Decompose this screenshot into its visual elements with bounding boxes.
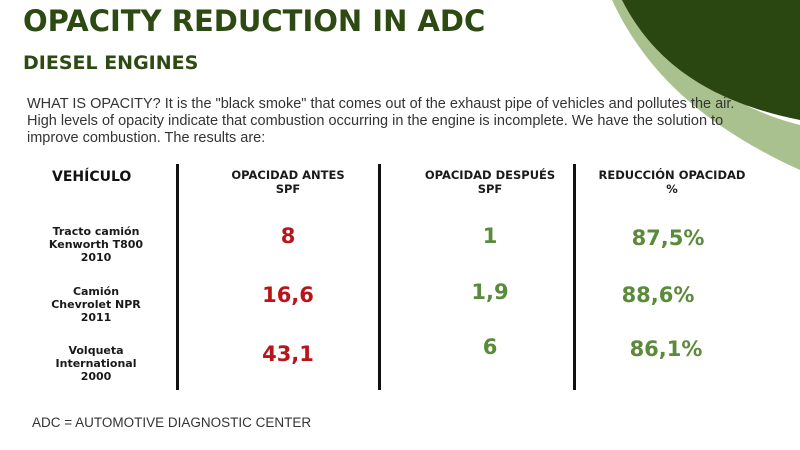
vehicle-label: Volqueta International 2000 (31, 344, 161, 383)
opacity-reduction-value: 88,6% (621, 283, 695, 307)
opacity-reduction-value: 87,5% (631, 226, 705, 250)
opacity-before-value: 43,1 (262, 342, 314, 366)
vehicle-type: Tracto camión (52, 225, 140, 238)
before-column-header: OPACIDAD ANTES SPF (208, 168, 368, 196)
dark-green-swoosh (622, 0, 800, 120)
vehicle-label: Camión Chevrolet NPR 2011 (31, 285, 161, 324)
footnote: ADC = AUTOMOTIVE DIAGNOSTIC CENTER (32, 415, 312, 430)
page-subtitle: DIESEL ENGINES (23, 52, 199, 74)
before-header-line: OPACIDAD ANTES (231, 168, 345, 182)
opacity-after-value: 1,9 (471, 280, 509, 304)
vehicle-year: 2000 (80, 370, 112, 383)
after-column-header: OPACIDAD DESPUÉS SPF (405, 168, 575, 196)
vehicle-model: International (55, 357, 137, 370)
vehicle-type: Camión (72, 285, 120, 298)
reduction-header-line: REDUCCIÓN OPACIDAD (598, 168, 746, 182)
reduction-header-unit: % (666, 182, 678, 196)
column-divider (378, 164, 381, 390)
opacity-before-value: 16,6 (262, 283, 314, 307)
opacity-after-value: 1 (482, 224, 498, 248)
vehicle-label: Tracto camión Kenworth T800 2010 (31, 225, 161, 264)
vehicle-type: Volqueta (68, 344, 124, 357)
vehicle-year: 2011 (80, 311, 112, 324)
opacity-reduction-value: 86,1% (629, 337, 703, 361)
vehicle-model: Kenworth T800 (48, 238, 144, 251)
after-header-unit: SPF (477, 182, 503, 196)
vehicle-column-header: VEHÍCULO (52, 169, 132, 185)
reduction-column-header: REDUCCIÓN OPACIDAD % (592, 168, 752, 196)
opacity-after-value: 6 (482, 335, 498, 359)
intro-paragraph: WHAT IS OPACITY? It is the "black smoke"… (27, 96, 735, 146)
opacity-before-value: 8 (280, 224, 296, 248)
after-header-line: OPACIDAD DESPUÉS (424, 168, 556, 182)
vehicle-model: Chevrolet NPR (51, 298, 141, 311)
before-header-unit: SPF (275, 182, 301, 196)
vehicle-year: 2010 (80, 251, 112, 264)
column-divider (176, 164, 179, 390)
page-title: OPACITY REDUCTION IN ADC (23, 4, 486, 38)
column-divider (573, 164, 576, 390)
